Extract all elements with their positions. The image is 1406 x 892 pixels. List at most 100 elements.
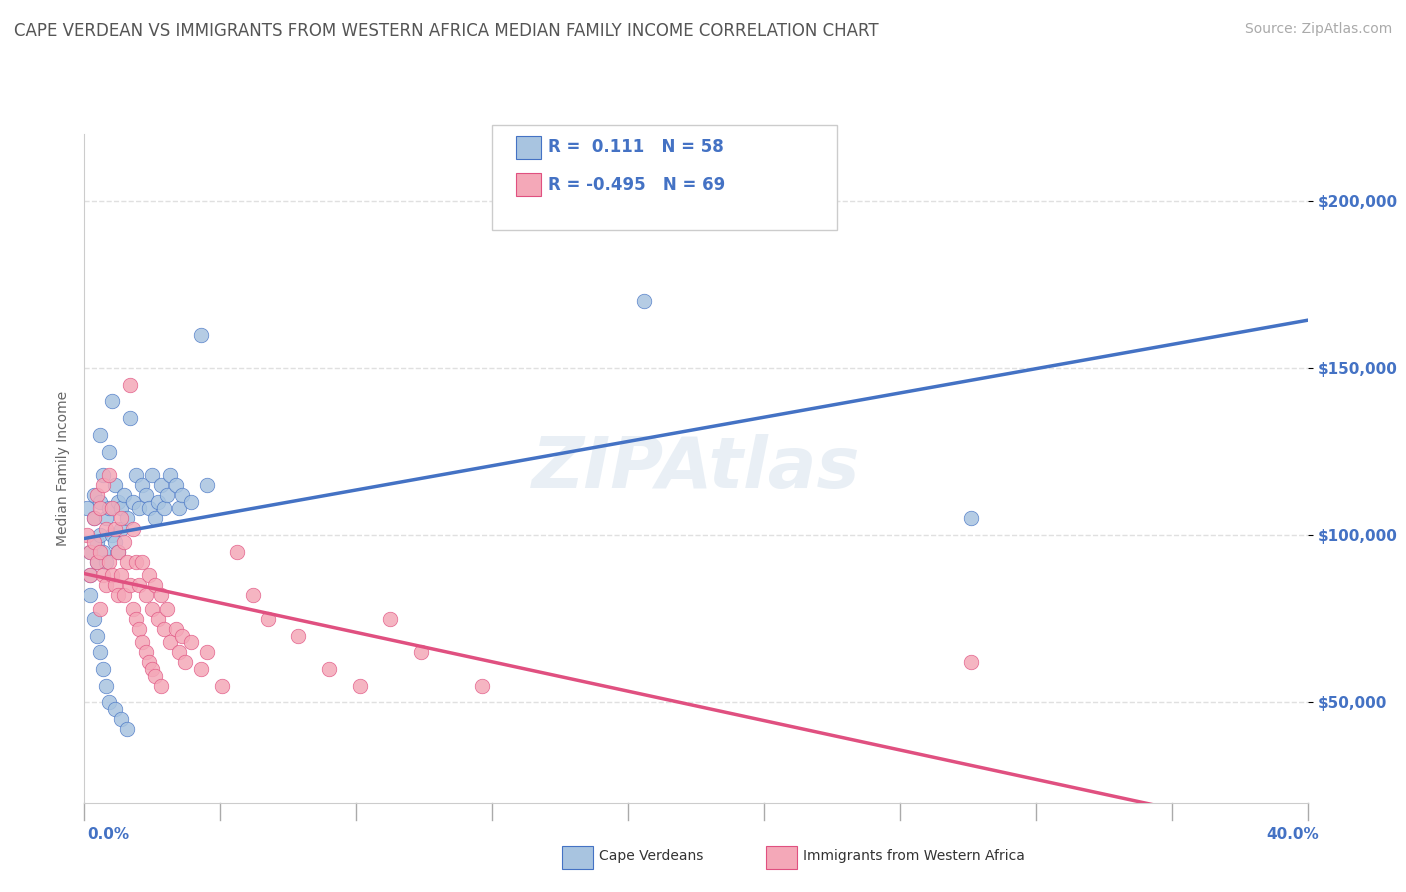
Point — [146, 612, 169, 626]
Point — [86, 555, 108, 569]
Point — [79, 545, 101, 559]
Point — [138, 568, 160, 582]
Point — [89, 602, 111, 616]
Text: 40.0%: 40.0% — [1265, 827, 1319, 841]
Point — [86, 488, 108, 502]
Point — [91, 568, 114, 582]
Point — [97, 444, 120, 458]
Point — [409, 645, 432, 659]
Point — [83, 511, 105, 525]
Point — [165, 478, 187, 492]
Point — [190, 662, 212, 676]
Point — [190, 327, 212, 342]
Point — [112, 534, 135, 549]
Point — [104, 521, 127, 535]
Point — [79, 589, 101, 603]
Point — [287, 628, 309, 642]
Point — [141, 467, 163, 482]
Point — [131, 635, 153, 649]
Point — [143, 578, 166, 592]
Point — [156, 488, 179, 502]
Point — [89, 501, 111, 516]
Point — [94, 521, 117, 535]
Point — [76, 528, 98, 542]
Point — [110, 511, 132, 525]
Point — [79, 545, 101, 559]
Point — [110, 521, 132, 535]
Point — [76, 501, 98, 516]
Point — [86, 555, 108, 569]
Text: 0.0%: 0.0% — [87, 827, 129, 841]
Point — [960, 655, 983, 669]
Point — [211, 679, 233, 693]
Point — [349, 679, 371, 693]
Point — [101, 501, 124, 516]
Point — [107, 545, 129, 559]
Point — [138, 501, 160, 516]
Point — [101, 568, 124, 582]
Point — [172, 488, 194, 502]
Point — [91, 467, 114, 482]
Point — [91, 545, 114, 559]
Point — [960, 511, 983, 525]
Point — [94, 679, 117, 693]
Point — [97, 555, 120, 569]
Point — [167, 501, 190, 516]
Point — [104, 478, 127, 492]
Point — [174, 655, 197, 669]
Text: Source: ZipAtlas.com: Source: ZipAtlas.com — [1244, 22, 1392, 37]
Point — [120, 578, 142, 592]
Point — [125, 555, 148, 569]
Point — [180, 635, 202, 649]
Point — [115, 511, 138, 525]
Point — [120, 411, 142, 425]
Point — [83, 511, 105, 525]
Point — [97, 696, 120, 710]
Point — [138, 655, 160, 669]
Point — [226, 545, 249, 559]
Point — [107, 589, 129, 603]
Point — [97, 467, 120, 482]
Point — [135, 589, 157, 603]
Point — [141, 602, 163, 616]
Point — [195, 645, 218, 659]
Text: Cape Verdeans: Cape Verdeans — [599, 849, 703, 863]
Point — [107, 545, 129, 559]
Point — [115, 555, 138, 569]
Point — [91, 478, 114, 492]
Point — [125, 612, 148, 626]
Point — [107, 494, 129, 508]
Point — [149, 478, 172, 492]
Point — [128, 501, 150, 516]
Point — [128, 578, 150, 592]
Point — [318, 662, 340, 676]
Point — [89, 545, 111, 559]
Point — [159, 467, 181, 482]
Point — [91, 662, 114, 676]
Point — [89, 428, 111, 442]
Point — [195, 478, 218, 492]
Point — [149, 679, 172, 693]
Point — [101, 394, 124, 409]
Text: Immigrants from Western Africa: Immigrants from Western Africa — [803, 849, 1025, 863]
Point — [89, 494, 111, 508]
Point — [156, 602, 179, 616]
Point — [380, 612, 402, 626]
Point — [97, 501, 120, 516]
Point — [86, 628, 108, 642]
Point — [153, 501, 176, 516]
Point — [89, 528, 111, 542]
Point — [165, 622, 187, 636]
Point — [143, 669, 166, 683]
Point — [110, 501, 132, 516]
Point — [143, 511, 166, 525]
Point — [86, 534, 108, 549]
Point — [153, 622, 176, 636]
Point — [89, 645, 111, 659]
Point — [115, 723, 138, 737]
Point — [94, 578, 117, 592]
Point — [101, 528, 124, 542]
Point — [149, 589, 172, 603]
Point — [172, 628, 194, 642]
Y-axis label: Median Family Income: Median Family Income — [56, 391, 70, 546]
